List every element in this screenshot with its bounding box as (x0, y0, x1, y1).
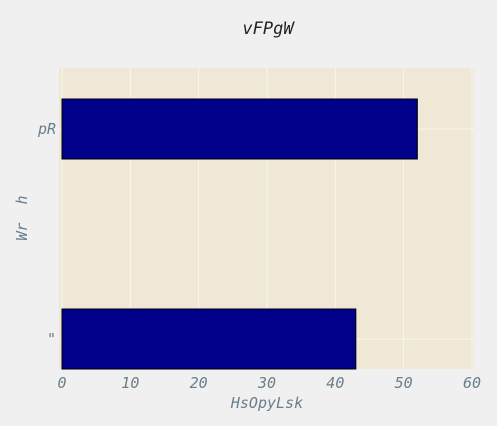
bar-0 (61, 98, 418, 160)
bars (61, 98, 418, 370)
chart-title: vFPgW (242, 19, 295, 39)
x-axis-label: HsOpyLsk (230, 394, 303, 412)
y-tick-labels: pR " (37, 120, 56, 348)
y-tick-label-1: " (47, 330, 56, 348)
x-tick-label-2: 20 (190, 374, 208, 392)
x-tick-label-5: 50 (395, 374, 413, 392)
x-tick-label-3: 30 (257, 374, 276, 392)
x-tick-label-6: 60 (463, 374, 481, 392)
y-axis-label: Wr h (13, 195, 31, 240)
x-tick-label-0: 0 (57, 374, 66, 392)
x-tick-label-1: 10 (121, 374, 139, 392)
x-tick-label-4: 40 (326, 374, 344, 392)
x-tick-labels: 0 10 20 30 40 50 60 (57, 374, 481, 392)
bar-1 (61, 308, 357, 370)
y-tick-label-0: pR (37, 120, 56, 138)
